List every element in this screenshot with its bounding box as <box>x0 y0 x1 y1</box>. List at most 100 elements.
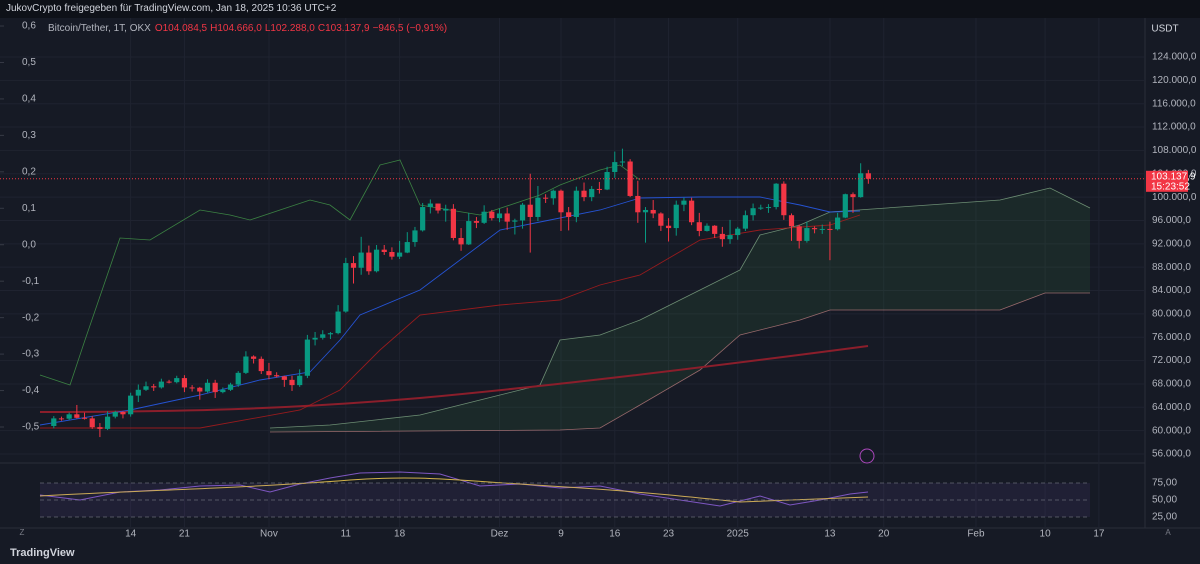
candle-body <box>204 382 211 392</box>
x-tick-label: 18 <box>394 529 406 540</box>
y-tick-label: 60.000,0 <box>1152 425 1191 436</box>
candle-body <box>212 382 218 393</box>
x-tick-label: Feb <box>967 529 985 540</box>
y2-tick-label: 0,2 <box>22 166 36 177</box>
header-bar <box>0 0 1200 18</box>
alert-icon[interactable] <box>859 448 875 464</box>
control-button[interactable]: Z <box>20 528 25 537</box>
candle-body <box>404 242 410 253</box>
candle-body <box>781 183 787 216</box>
indicators <box>0 18 1145 528</box>
candle-body <box>850 194 856 198</box>
legend: Bitcoin/Tether, 1T, OKX O104.084,5 H104.66… <box>48 23 450 34</box>
x-tick-label: 14 <box>125 529 137 540</box>
currency-label[interactable]: USDT <box>1151 24 1178 35</box>
candle-body <box>827 228 833 230</box>
candle-body <box>243 356 249 373</box>
candle-body <box>558 190 564 213</box>
legend-value: H104.666,0 <box>210 23 262 34</box>
candle-body <box>858 173 864 198</box>
candle-body <box>58 418 65 420</box>
rsi-tick-label: 75,00 <box>1152 478 1177 489</box>
candle-body <box>220 389 226 393</box>
candle-body <box>335 311 341 334</box>
y2-tick-label: 0,6 <box>22 21 36 32</box>
candle-body <box>74 414 80 418</box>
candle-body <box>566 212 572 217</box>
candle-body <box>143 386 149 390</box>
y-tick-label: 112.000,0 <box>1152 122 1196 133</box>
candle-body <box>343 263 349 312</box>
y2-tick-label: -0,1 <box>22 276 40 287</box>
y-tick-label: 68.000,0 <box>1152 379 1191 390</box>
candle-body <box>450 208 456 238</box>
y2-tick-label: -0,3 <box>22 349 40 360</box>
candle-body <box>66 414 72 419</box>
candle-body <box>689 200 695 223</box>
candle-body <box>604 172 610 190</box>
candle-body <box>527 204 533 217</box>
kijun-sen <box>40 214 861 429</box>
legend-value: −946,5 (−0,91%) <box>372 23 448 34</box>
y2-tick-label: 0,0 <box>22 239 36 250</box>
x-tick-label: 16 <box>609 529 621 540</box>
candle-body <box>151 386 157 388</box>
candle-body <box>166 381 172 383</box>
candle-body <box>97 427 103 429</box>
price-label: 103.137,9 <box>1151 171 1196 182</box>
candle-body <box>681 200 687 205</box>
candle-body <box>181 378 188 388</box>
control-button[interactable]: A <box>1165 528 1171 537</box>
x-tick-label: Nov <box>260 529 278 540</box>
x-tick-label: 13 <box>824 529 836 540</box>
candle-body <box>735 228 741 236</box>
candle-body <box>435 203 441 211</box>
candle-body <box>535 197 541 217</box>
candle-body <box>612 162 618 173</box>
candle-body <box>481 211 487 223</box>
y-tick-label: 84.000,0 <box>1152 285 1191 296</box>
y-tick-label: 116.000,0 <box>1152 98 1196 109</box>
candle-body <box>81 417 88 419</box>
candle-body <box>504 213 510 222</box>
candle-body <box>696 222 702 231</box>
candle-body <box>742 215 749 229</box>
x-tick-label: 17 <box>1093 529 1105 540</box>
candle-body <box>89 418 95 428</box>
rsi-tick-label: 50,00 <box>1152 495 1177 506</box>
candle-body <box>373 249 380 272</box>
chikou-span <box>39 159 641 386</box>
candle-body <box>197 387 203 392</box>
countdown: 15:23:52 <box>1151 181 1190 192</box>
candle-body <box>174 378 180 383</box>
candle-body <box>266 371 272 376</box>
candle-body <box>543 197 549 199</box>
x-tick-label: 20 <box>878 529 890 540</box>
candle-body <box>443 208 449 211</box>
legend-value: L102.288,0 <box>264 23 315 34</box>
candle-body <box>135 389 141 396</box>
candle-body <box>750 208 756 216</box>
candle-body <box>619 161 626 163</box>
x-tick-label: 2025 <box>727 529 750 540</box>
candle-body <box>642 209 649 213</box>
ichimoku-cloud <box>270 188 1090 432</box>
y-tick-label: 80.000,0 <box>1152 309 1191 320</box>
y2-tick-label: 0,5 <box>22 57 36 68</box>
header: JukovCrypto freigegeben für TradingView.… <box>6 3 337 14</box>
y-tick-label: 92.000,0 <box>1152 238 1191 249</box>
candle-body <box>796 226 802 241</box>
candle-body <box>704 225 710 231</box>
tenkan-sen <box>39 196 861 426</box>
candle-body <box>758 207 764 209</box>
candle-body <box>128 395 134 415</box>
candle-body <box>835 217 841 230</box>
candle-body <box>112 411 118 417</box>
y2-tick-label: 0,4 <box>22 94 36 105</box>
candle-body <box>489 211 495 219</box>
candle-body <box>773 183 779 208</box>
candle-body <box>466 221 472 245</box>
candle-body <box>297 375 303 386</box>
x-tick-label: 9 <box>558 529 564 540</box>
